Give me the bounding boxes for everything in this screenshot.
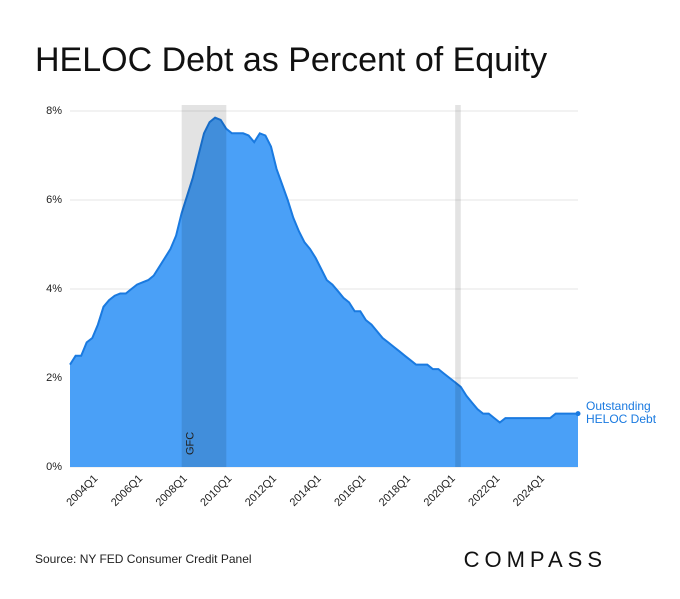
y-tick-label: 6% (46, 194, 62, 206)
x-tick-label: 2008Q1 (154, 473, 190, 509)
line (69, 116, 578, 424)
x-tick-label: 2018Q1 (377, 473, 413, 509)
series-label: Outstanding HELOC Debt (586, 398, 657, 426)
source: Source: NY FED Consumer Credit Panel (35, 552, 252, 566)
y-tick-label: 8% (46, 105, 62, 117)
x-tick-label: 2020Q1 (422, 473, 458, 509)
y-tick-label: 4% (46, 283, 62, 295)
x-tick-label: 2010Q1 (198, 473, 234, 509)
band-label: GFC (185, 432, 197, 455)
shaded-band (455, 105, 461, 467)
x-tick-label: 2006Q1 (109, 473, 145, 509)
y-tick-label: 2% (46, 372, 62, 384)
shaded-band (181, 105, 227, 467)
area (70, 117, 578, 467)
x-tick-label: 2012Q1 (243, 473, 279, 509)
end-dot (575, 411, 581, 417)
x-tick-label: 2004Q1 (64, 473, 100, 509)
chart-title: HELOC Debt as Percent of Equity (35, 41, 547, 79)
y-tick-label: 0% (46, 461, 62, 473)
brand-logo: COMPASS (464, 547, 607, 572)
x-tick-label: 2024Q1 (511, 473, 547, 509)
x-tick-label: 2022Q1 (466, 473, 502, 509)
x-tick-label: 2016Q1 (332, 473, 368, 509)
x-tick-label: 2014Q1 (288, 473, 324, 509)
